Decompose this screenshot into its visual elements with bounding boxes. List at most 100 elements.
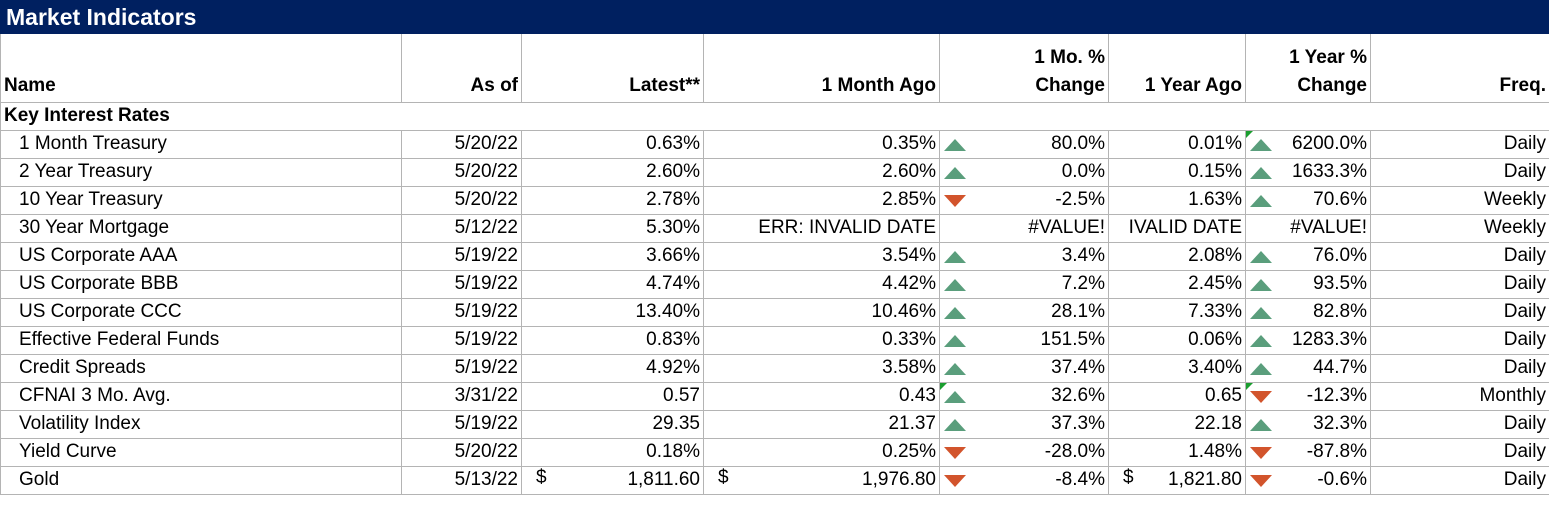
cell-mo-change[interactable]: 151.5% bbox=[939, 325, 1109, 355]
cell-as-of[interactable]: 5/20/22 bbox=[401, 129, 522, 159]
cell-name[interactable]: Gold bbox=[0, 465, 402, 495]
cell-month-ago[interactable]: $1,976.80 bbox=[703, 465, 940, 495]
cell-year-ago[interactable]: 22.18 bbox=[1108, 409, 1246, 439]
cell-yr-change[interactable]: 70.6% bbox=[1245, 185, 1371, 215]
cell-latest[interactable]: 0.63% bbox=[521, 129, 704, 159]
cell-yr-change[interactable]: 6200.0% bbox=[1245, 129, 1371, 159]
cell-yr-change[interactable]: -87.8% bbox=[1245, 437, 1371, 467]
cell-yr-change[interactable]: -12.3% bbox=[1245, 381, 1371, 411]
cell-year-ago[interactable]: 1.63% bbox=[1108, 185, 1246, 215]
cell-mo-change[interactable]: -28.0% bbox=[939, 437, 1109, 467]
cell-mo-change[interactable]: 80.0% bbox=[939, 129, 1109, 159]
cell-yr-change[interactable]: #VALUE! bbox=[1245, 213, 1371, 243]
cell-as-of[interactable]: 5/19/22 bbox=[401, 409, 522, 439]
cell-mo-change[interactable]: -8.4% bbox=[939, 465, 1109, 495]
cell-mo-change[interactable]: 37.3% bbox=[939, 409, 1109, 439]
cell-month-ago[interactable]: 3.54% bbox=[703, 241, 940, 271]
cell-year-ago[interactable]: 0.01% bbox=[1108, 129, 1246, 159]
cell-as-of[interactable]: 5/19/22 bbox=[401, 269, 522, 299]
cell-month-ago[interactable]: 4.42% bbox=[703, 269, 940, 299]
cell-mo-change[interactable]: 28.1% bbox=[939, 297, 1109, 327]
cell-month-ago[interactable]: 10.46% bbox=[703, 297, 940, 327]
cell-mo-change[interactable]: -2.5% bbox=[939, 185, 1109, 215]
cell-mo-change[interactable]: 37.4% bbox=[939, 353, 1109, 383]
cell-as-of[interactable]: 5/19/22 bbox=[401, 241, 522, 271]
cell-year-ago[interactable]: 2.08% bbox=[1108, 241, 1246, 271]
cell-month-ago[interactable]: 21.37 bbox=[703, 409, 940, 439]
cell-freq[interactable]: Daily bbox=[1370, 437, 1549, 467]
cell-name[interactable]: 2 Year Treasury bbox=[0, 157, 402, 187]
cell-name[interactable]: Effective Federal Funds bbox=[0, 325, 402, 355]
cell-name[interactable]: 10 Year Treasury bbox=[0, 185, 402, 215]
cell-month-ago[interactable]: 2.85% bbox=[703, 185, 940, 215]
cell-latest[interactable]: 0.57 bbox=[521, 381, 704, 411]
cell-name[interactable]: Credit Spreads bbox=[0, 353, 402, 383]
cell-yr-change[interactable]: 1283.3% bbox=[1245, 325, 1371, 355]
cell-as-of[interactable]: 5/20/22 bbox=[401, 185, 522, 215]
cell-as-of[interactable]: 5/13/22 bbox=[401, 465, 522, 495]
cell-name[interactable]: US Corporate BBB bbox=[0, 269, 402, 299]
cell-mo-change[interactable]: 0.0% bbox=[939, 157, 1109, 187]
cell-latest[interactable]: 5.30% bbox=[521, 213, 704, 243]
cell-year-ago[interactable]: IVALID DATE bbox=[1108, 213, 1246, 243]
cell-yr-change[interactable]: -0.6% bbox=[1245, 465, 1371, 495]
cell-year-ago[interactable]: $1,821.80 bbox=[1108, 465, 1246, 495]
cell-as-of[interactable]: 5/19/22 bbox=[401, 297, 522, 327]
cell-month-ago[interactable]: 0.43 bbox=[703, 381, 940, 411]
cell-latest[interactable]: 4.92% bbox=[521, 353, 704, 383]
cell-year-ago[interactable]: 0.15% bbox=[1108, 157, 1246, 187]
cell-latest[interactable]: 4.74% bbox=[521, 269, 704, 299]
cell-latest[interactable]: $1,811.60 bbox=[521, 465, 704, 495]
cell-name[interactable]: CFNAI 3 Mo. Avg. bbox=[0, 381, 402, 411]
cell-as-of[interactable]: 5/19/22 bbox=[401, 353, 522, 383]
cell-latest[interactable]: 13.40% bbox=[521, 297, 704, 327]
cell-month-ago[interactable]: 2.60% bbox=[703, 157, 940, 187]
cell-as-of[interactable]: 5/12/22 bbox=[401, 213, 522, 243]
cell-freq[interactable]: Monthly bbox=[1370, 381, 1549, 411]
cell-freq[interactable]: Weekly bbox=[1370, 213, 1549, 243]
cell-yr-change[interactable]: 1633.3% bbox=[1245, 157, 1371, 187]
cell-mo-change[interactable]: #VALUE! bbox=[939, 213, 1109, 243]
cell-latest[interactable]: 2.60% bbox=[521, 157, 704, 187]
cell-freq[interactable]: Weekly bbox=[1370, 185, 1549, 215]
cell-month-ago[interactable]: 0.33% bbox=[703, 325, 940, 355]
cell-yr-change[interactable]: 76.0% bbox=[1245, 241, 1371, 271]
cell-year-ago[interactable]: 2.45% bbox=[1108, 269, 1246, 299]
cell-name[interactable]: US Corporate AAA bbox=[0, 241, 402, 271]
cell-year-ago[interactable]: 0.06% bbox=[1108, 325, 1246, 355]
cell-name[interactable]: US Corporate CCC bbox=[0, 297, 402, 327]
cell-name[interactable]: Volatility Index bbox=[0, 409, 402, 439]
cell-as-of[interactable]: 3/31/22 bbox=[401, 381, 522, 411]
cell-mo-change[interactable]: 7.2% bbox=[939, 269, 1109, 299]
cell-year-ago[interactable]: 3.40% bbox=[1108, 353, 1246, 383]
cell-month-ago[interactable]: 0.25% bbox=[703, 437, 940, 467]
cell-name[interactable]: Yield Curve bbox=[0, 437, 402, 467]
cell-mo-change[interactable]: 32.6% bbox=[939, 381, 1109, 411]
cell-freq[interactable]: Daily bbox=[1370, 325, 1549, 355]
cell-latest[interactable]: 29.35 bbox=[521, 409, 704, 439]
cell-freq[interactable]: Daily bbox=[1370, 465, 1549, 495]
cell-as-of[interactable]: 5/19/22 bbox=[401, 325, 522, 355]
cell-yr-change[interactable]: 82.8% bbox=[1245, 297, 1371, 327]
cell-latest[interactable]: 3.66% bbox=[521, 241, 704, 271]
cell-name[interactable]: 1 Month Treasury bbox=[0, 129, 402, 159]
cell-freq[interactable]: Daily bbox=[1370, 129, 1549, 159]
cell-freq[interactable]: Daily bbox=[1370, 241, 1549, 271]
cell-year-ago[interactable]: 0.65 bbox=[1108, 381, 1246, 411]
cell-year-ago[interactable]: 7.33% bbox=[1108, 297, 1246, 327]
cell-month-ago[interactable]: ERR: INVALID DATE bbox=[703, 213, 940, 243]
cell-latest[interactable]: 2.78% bbox=[521, 185, 704, 215]
cell-yr-change[interactable]: 32.3% bbox=[1245, 409, 1371, 439]
cell-latest[interactable]: 0.83% bbox=[521, 325, 704, 355]
cell-latest[interactable]: 0.18% bbox=[521, 437, 704, 467]
cell-month-ago[interactable]: 0.35% bbox=[703, 129, 940, 159]
cell-mo-change[interactable]: 3.4% bbox=[939, 241, 1109, 271]
cell-year-ago[interactable]: 1.48% bbox=[1108, 437, 1246, 467]
cell-as-of[interactable]: 5/20/22 bbox=[401, 437, 522, 467]
cell-yr-change[interactable]: 44.7% bbox=[1245, 353, 1371, 383]
cell-month-ago[interactable]: 3.58% bbox=[703, 353, 940, 383]
cell-freq[interactable]: Daily bbox=[1370, 157, 1549, 187]
cell-as-of[interactable]: 5/20/22 bbox=[401, 157, 522, 187]
cell-yr-change[interactable]: 93.5% bbox=[1245, 269, 1371, 299]
cell-freq[interactable]: Daily bbox=[1370, 297, 1549, 327]
